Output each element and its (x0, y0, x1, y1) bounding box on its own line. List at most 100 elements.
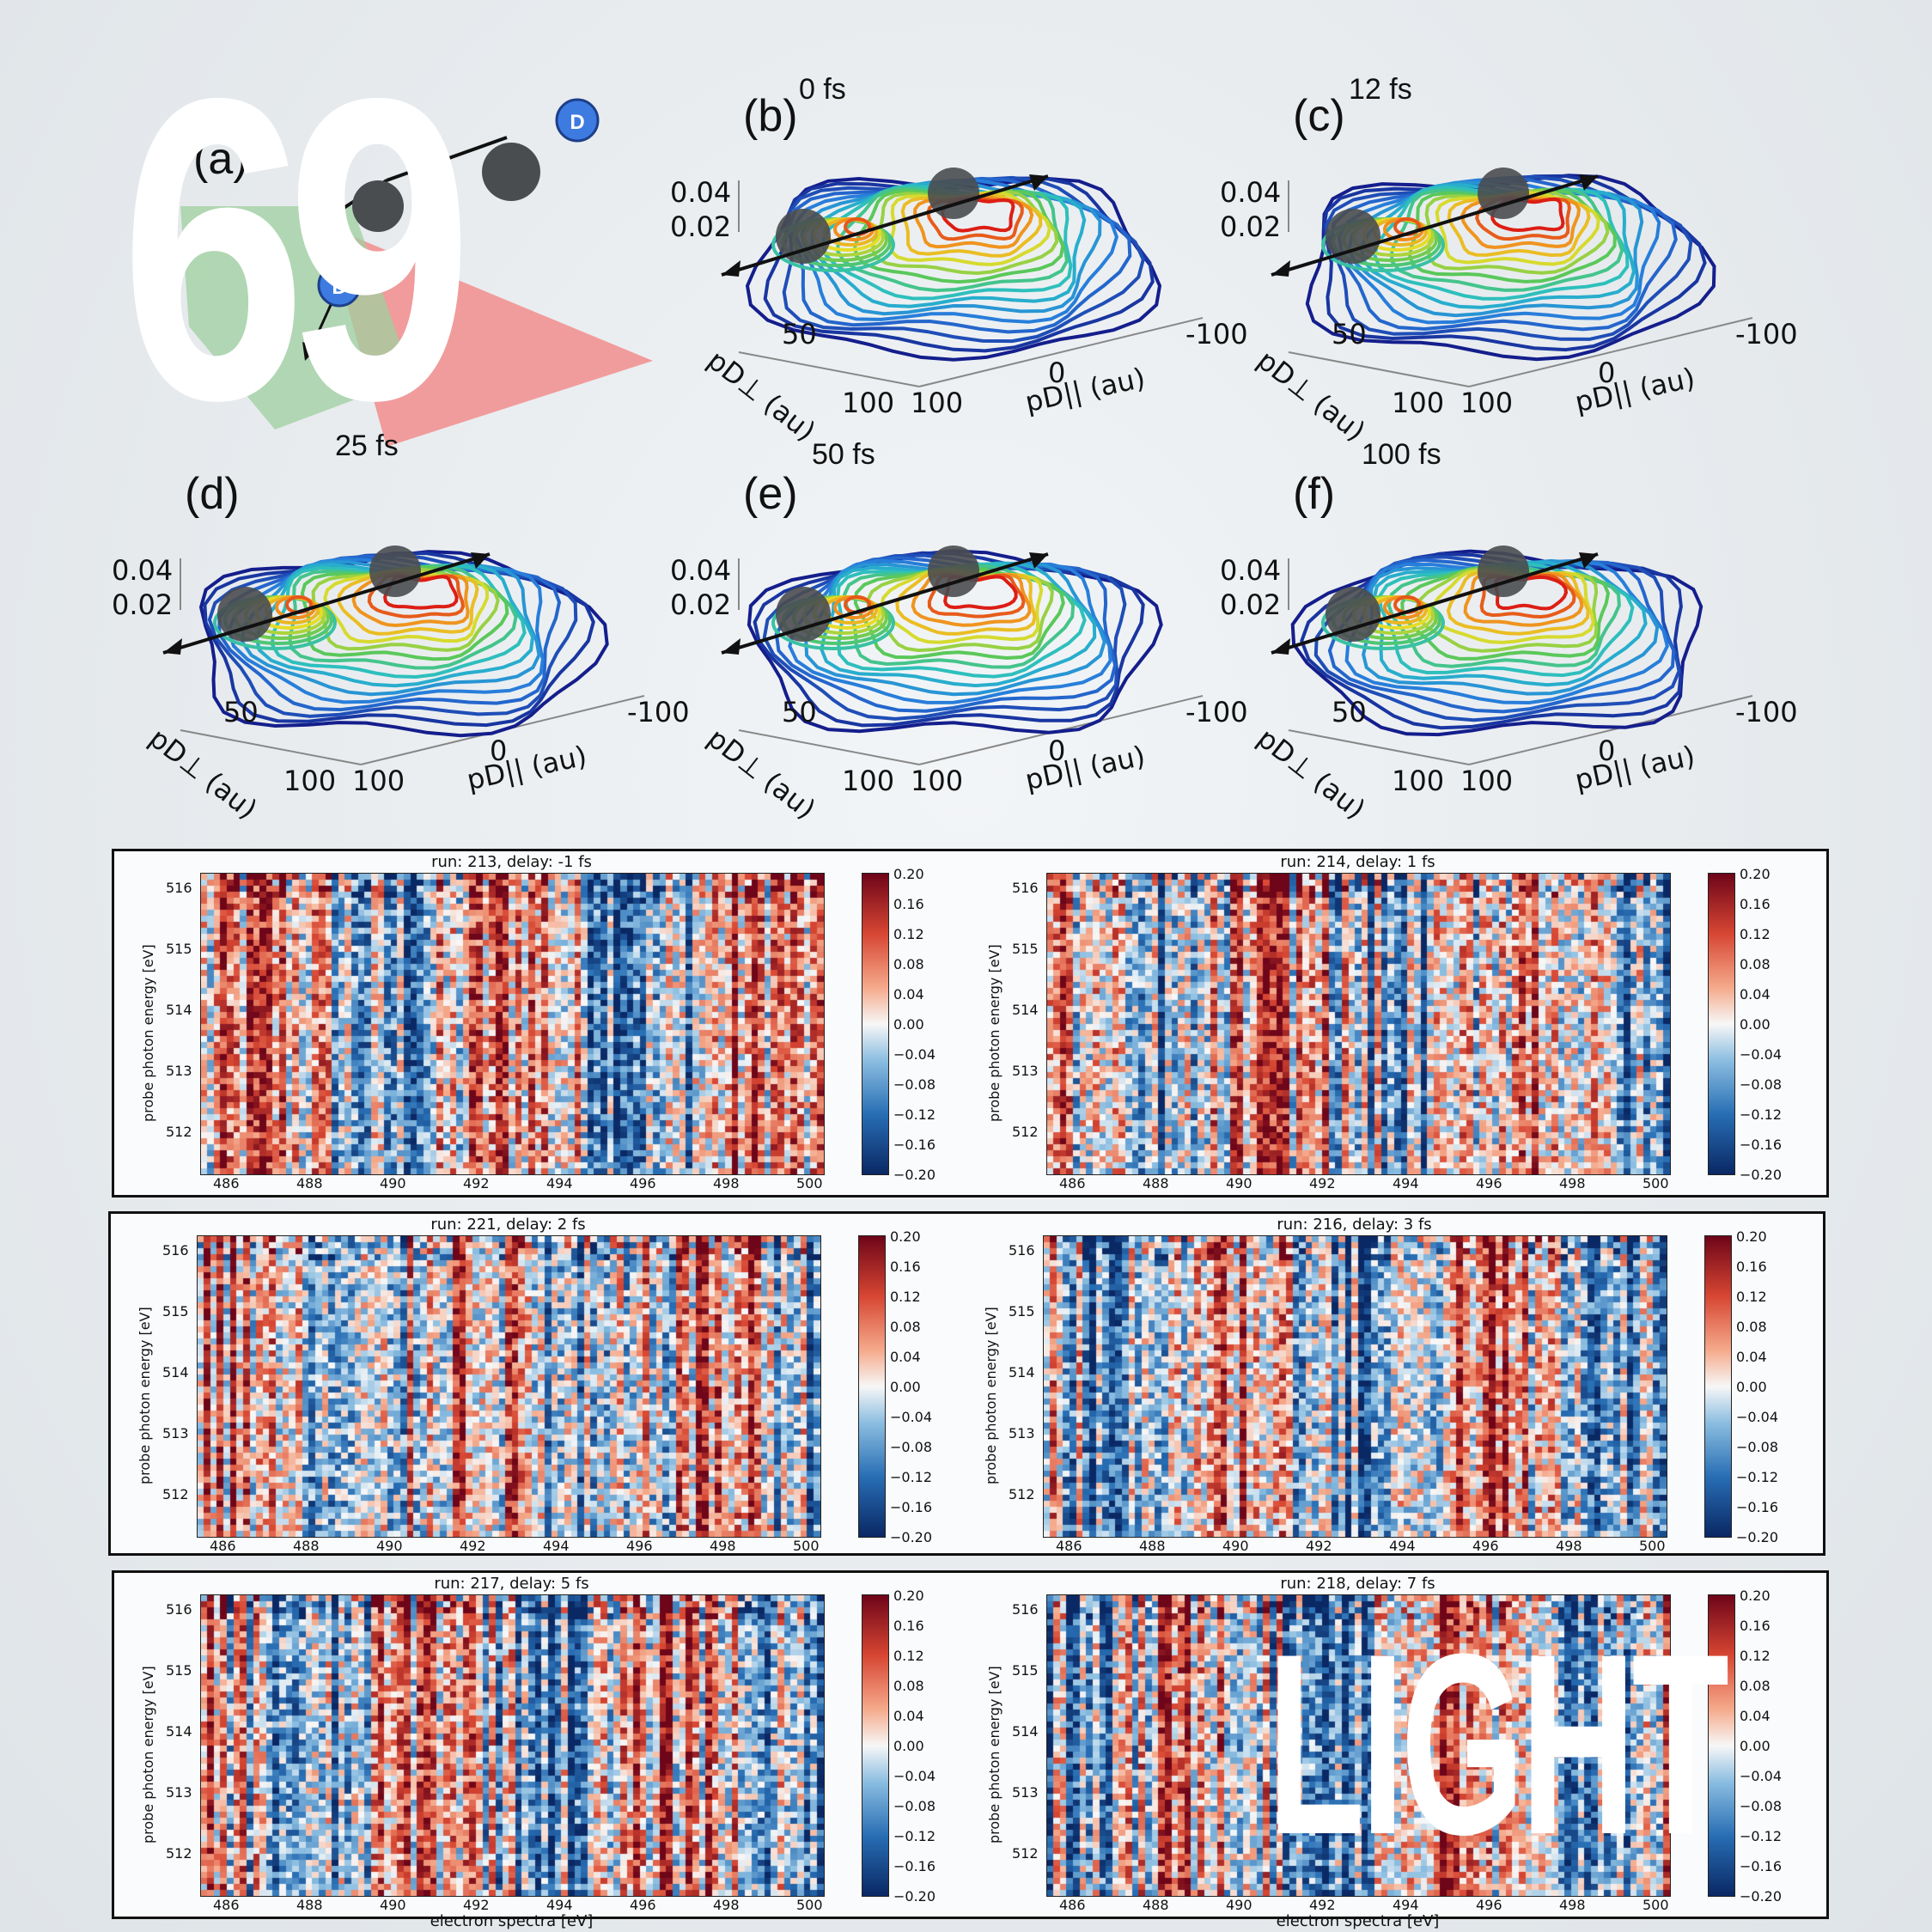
contour-line (1322, 174, 1707, 352)
heatmap-ytick: 512 (166, 1124, 192, 1140)
contour-line (1435, 191, 1600, 266)
contour-line (1290, 549, 1703, 737)
colorbar-tick: −0.20 (893, 1167, 936, 1183)
heatmap-xtick: 488 (1143, 1897, 1169, 1913)
axis-line (918, 317, 1204, 387)
perp-tick: 50 (223, 696, 259, 728)
core-atom (1478, 545, 1529, 597)
corner-tick: 100 (352, 765, 405, 797)
heatmap-xtick: 498 (1559, 1897, 1586, 1913)
heatmap-xtick: 490 (376, 1538, 403, 1554)
colorbar-tick: 0.08 (1736, 1319, 1767, 1335)
heatmap-title: run: 213, delay: -1 fs (431, 853, 592, 871)
colorbar-tick: 0.08 (1740, 956, 1770, 972)
perp-tick: 50 (782, 318, 817, 350)
panel-a-time: 25 fs (335, 430, 399, 462)
colorbar-tick: −0.16 (890, 1499, 933, 1515)
next-panel-time: 100 fs (1362, 438, 1441, 471)
colorbar-tick: 0.00 (890, 1379, 921, 1395)
heatmap-ytick: 515 (1012, 1662, 1039, 1679)
heatmap-xtick: 490 (1226, 1175, 1252, 1192)
colorbar-tick: −0.16 (1736, 1499, 1779, 1515)
heatmap-xtick: 498 (710, 1538, 736, 1554)
heatmap-ytick: 515 (166, 1662, 192, 1679)
heatmap-ytick: 512 (162, 1486, 189, 1502)
heatmap-xtick: 492 (1306, 1538, 1332, 1554)
colorbar-tick: 0.20 (1736, 1228, 1767, 1245)
next-panel-time: 50 fs (812, 438, 875, 471)
z-tick: 0.04 (112, 554, 174, 587)
colorbar-tick: −0.08 (893, 1076, 936, 1093)
momentum-panel: (d) 0.04 0.02 50 pD⊥ (au) 100 100 0 -100 pD|| (au… (112, 469, 690, 833)
heatmap-row: run: 221, delay: 2 fs probe photon energy… (108, 1211, 1825, 1556)
corner-tick: 100 (911, 765, 964, 797)
heatmap-xtick: 498 (1559, 1175, 1586, 1192)
heatmap-ytick: 515 (1012, 941, 1039, 957)
contour-plot (1271, 545, 1753, 765)
par-tick: -100 (1735, 318, 1798, 350)
contour-plot (1271, 168, 1753, 387)
heatmap-canvas (200, 1594, 825, 1897)
corner-tick: 100 (1392, 765, 1445, 797)
colorbar-tick: 0.00 (1736, 1379, 1767, 1395)
contour-line (763, 176, 1155, 353)
colorbar-tick: −0.12 (890, 1469, 933, 1485)
colorbar-tick: 0.16 (890, 1259, 921, 1275)
core-atom (352, 180, 404, 232)
heatmap-title: run: 218, delay: 7 fs (1280, 1575, 1435, 1593)
heatmap-xtick: 486 (213, 1175, 240, 1192)
colorbar-tick: −0.20 (1740, 1888, 1783, 1905)
heatmap-xtick: 494 (543, 1538, 570, 1554)
heatmap-canvas (200, 873, 825, 1175)
perp-tick: 50 (1332, 696, 1367, 728)
colorbar-tick: −0.08 (1740, 1076, 1783, 1093)
axis-line (1288, 351, 1470, 387)
axis-line (180, 729, 362, 765)
contour-line (1463, 571, 1584, 627)
corner-tick: 100 (842, 765, 895, 797)
panel-label: (d) (185, 469, 240, 519)
colorbar-tick: −0.08 (893, 1798, 936, 1814)
heatmap-ylabel: probe photon energy [eV] (983, 1307, 999, 1484)
deuterium-atom (317, 263, 362, 308)
heatmap-xtick: 490 (380, 1897, 406, 1913)
contour-line (888, 191, 1051, 266)
z-tick: 0.04 (670, 176, 732, 209)
heatmap-xtick: 486 (213, 1897, 240, 1913)
colorbar-tick: 0.08 (1740, 1678, 1770, 1694)
colorbar-tick: 0.12 (890, 1289, 921, 1305)
bond-line (386, 136, 508, 182)
colorbar (1704, 1235, 1732, 1538)
colorbar-tick: −0.12 (1736, 1469, 1779, 1485)
heatmap-xtick: 496 (1472, 1538, 1499, 1554)
heatmap-title: run: 221, delay: 2 fs (430, 1216, 586, 1234)
heatmap-xtick: 488 (296, 1897, 323, 1913)
colorbar-tick: −0.04 (1740, 1046, 1783, 1063)
colorbar (1708, 873, 1735, 1175)
heatmap-xtick: 498 (1556, 1538, 1582, 1554)
panel-label: (c) (1293, 91, 1345, 141)
deuterium-label: D (332, 276, 346, 299)
contour-line (1479, 573, 1576, 619)
colorbar-tick: 0.00 (893, 1738, 924, 1754)
core-atom (776, 587, 831, 642)
heatmap-xtick: 494 (1393, 1175, 1419, 1192)
colorbar-tick: 0.04 (1736, 1349, 1767, 1365)
colorbar (858, 1235, 886, 1538)
contour-line (1300, 552, 1683, 730)
panel-label: (b) (743, 91, 798, 141)
heatmap-xtick: 498 (713, 1175, 740, 1192)
par-tick: 0 (1598, 357, 1616, 389)
heatmap-xtick: 496 (1476, 1897, 1502, 1913)
colorbar-tick: 0.20 (1740, 866, 1770, 882)
colorbar-tick: −0.16 (1740, 1137, 1783, 1153)
arrow-head (163, 638, 182, 655)
heatmap-ytick: 516 (162, 1242, 189, 1259)
heatmap-ytick: 514 (166, 1002, 192, 1018)
contour-line (198, 550, 609, 738)
molecular-axis-arrow (1271, 174, 1599, 277)
heatmap-xtick: 498 (713, 1897, 740, 1913)
colorbar-tick: 0.00 (1740, 1738, 1770, 1754)
axis-line (738, 729, 920, 765)
overlay-word: LIGHT (1267, 1600, 1729, 1888)
